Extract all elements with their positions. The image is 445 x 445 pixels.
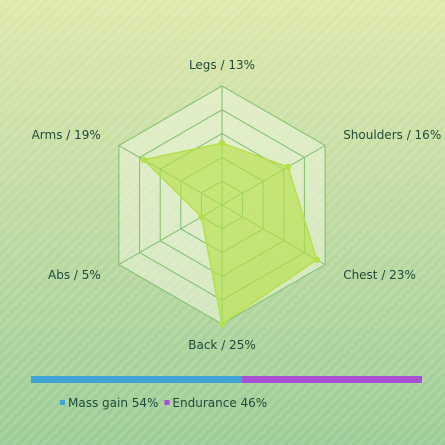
axis-labels: Legs / 13% Shoulders / 16% Chest / 23% Back… bbox=[32, 58, 442, 352]
bar-segment-mass-gain bbox=[31, 376, 243, 383]
axis-label-back: Back / 25% bbox=[188, 338, 255, 352]
bar-segment-endurance bbox=[242, 376, 422, 383]
axis-label-arms: Arms / 19% bbox=[32, 128, 101, 142]
legend-swatch-endurance bbox=[164, 400, 170, 405]
data-point-shoulders bbox=[284, 163, 292, 171]
legend-label-mass-gain: Mass gain 54% bbox=[68, 396, 158, 410]
radar-series bbox=[140, 139, 320, 328]
data-point-abs bbox=[198, 213, 205, 221]
legend-swatch-mass-gain bbox=[60, 400, 65, 405]
split-bar bbox=[31, 376, 422, 383]
data-point-legs bbox=[218, 139, 226, 147]
legend: Mass gain 54% Endurance 46% bbox=[60, 396, 267, 410]
axis-label-shoulders: Shoulders / 16% bbox=[343, 128, 441, 142]
axis-label-chest: Chest / 23% bbox=[343, 268, 416, 282]
legend-label-endurance: Endurance 46% bbox=[172, 396, 267, 410]
data-point-back bbox=[218, 320, 226, 328]
axis-label-abs: Abs / 5% bbox=[48, 268, 101, 282]
data-point-chest bbox=[313, 256, 320, 263]
axis-label-legs: Legs / 13% bbox=[189, 58, 255, 72]
data-point-arms bbox=[140, 156, 147, 163]
